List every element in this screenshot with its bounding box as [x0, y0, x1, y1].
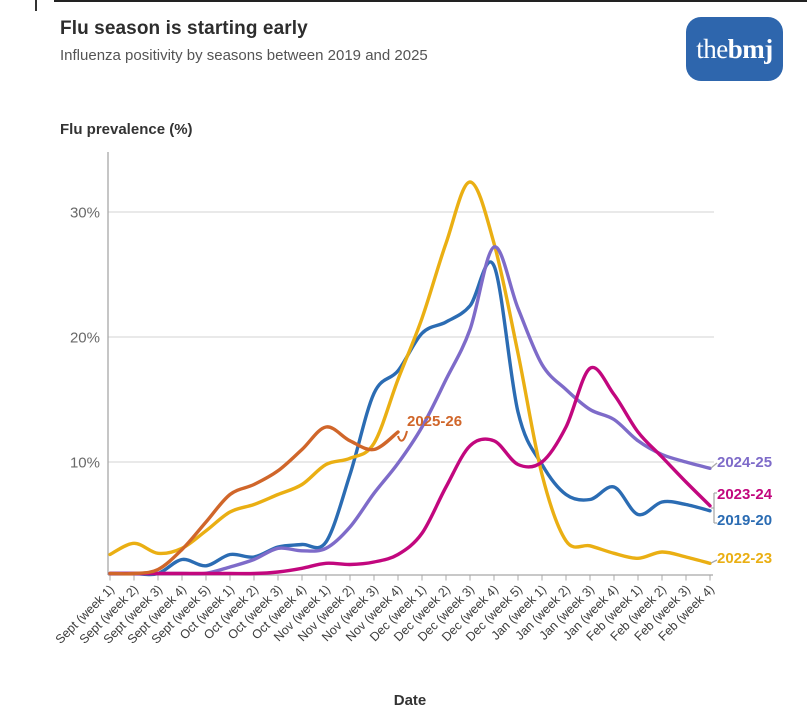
- bmj-logo: the bmj: [686, 17, 783, 81]
- y-tick-label: 20%: [70, 330, 100, 347]
- x-axis-title: Date: [393, 692, 427, 709]
- y-axis-title: Flu prevalence (%): [60, 121, 193, 138]
- connector-2024-25: [710, 462, 718, 469]
- series-label-2019-20: 2019-20: [717, 512, 773, 529]
- connector-2025-26: [397, 430, 408, 442]
- connector-2023-24-2019-20: [711, 492, 717, 524]
- series-line-2019-20: [108, 260, 712, 577]
- bmj-logo-bmj: bmj: [727, 33, 774, 64]
- y-tick-label: 30%: [70, 205, 100, 222]
- series-line-2023-24: [108, 365, 712, 576]
- series-label-2023-24: 2023-24: [717, 486, 773, 503]
- bmj-logo-the: the: [696, 33, 728, 64]
- page-subtitle: Influenza positivity by seasons between …: [60, 47, 428, 64]
- connector-2022-23: [710, 559, 718, 564]
- series-line-2024-25: [108, 245, 712, 576]
- y-tick-label: 10%: [70, 455, 100, 472]
- top-border-rule: [54, 0, 807, 2]
- series-label-2022-23: 2022-23: [717, 550, 773, 567]
- series-label-2024-25: 2024-25: [717, 454, 773, 471]
- series-line-2022-23: [108, 180, 712, 565]
- left-edge-mark: [35, 0, 37, 11]
- page-title: Flu season is starting early: [60, 18, 308, 39]
- series-label-2025-26: 2025-26: [407, 413, 463, 430]
- series-line-2025-26: [108, 425, 400, 576]
